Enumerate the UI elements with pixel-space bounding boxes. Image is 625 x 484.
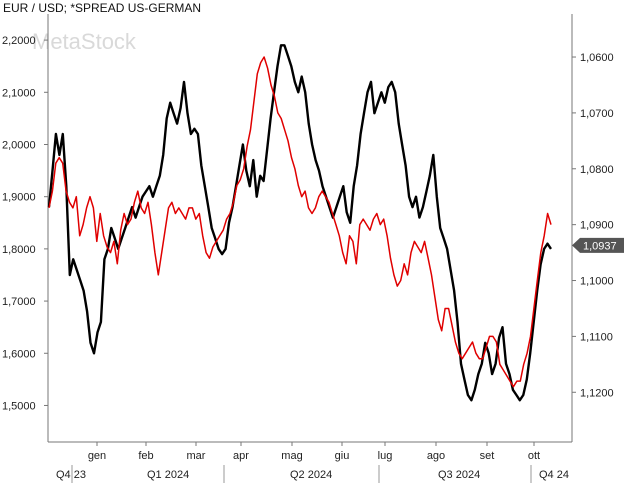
- watermark: MetaStock: [32, 29, 137, 54]
- right-tick-label: 1,0600: [580, 52, 614, 64]
- left-tick-label: 1,9000: [2, 192, 36, 204]
- series-layer: [47, 44, 552, 402]
- left-tick-label: 1,6000: [2, 348, 36, 360]
- month-tick-label: apr: [233, 450, 249, 462]
- left-tick-label: 2,2000: [2, 35, 36, 47]
- chart-title: EUR / USD; *SPREAD US-GERMAN: [3, 1, 201, 15]
- right-tick-label: 1,0800: [580, 164, 614, 176]
- month-tick-label: giu: [335, 450, 350, 462]
- series-line-red: [48, 56, 552, 388]
- month-tick-label: set: [480, 450, 495, 462]
- left-tick-label: 1,5000: [2, 400, 36, 412]
- last-value-label: 1,0937: [583, 240, 617, 252]
- right-tick-label: 1,1200: [580, 387, 614, 399]
- series-line-black: [47, 44, 552, 402]
- right-tick-label: 1,0900: [580, 220, 614, 232]
- month-tick-label: ago: [427, 450, 445, 462]
- left-axis-ticks: 2,2000 2,1000 2,0000 1,9000 1,8000 1,7000 1,60…: [2, 35, 48, 412]
- month-tick-label: mag: [281, 450, 302, 462]
- month-tick-label: mar: [187, 450, 206, 462]
- left-tick-label: 2,1000: [2, 87, 36, 99]
- quarter-label: Q2 2024: [290, 469, 332, 481]
- right-tick-label: 1,1000: [580, 276, 614, 288]
- right-tick-label: 1,0700: [580, 108, 614, 120]
- month-tick-label: ott: [528, 450, 540, 462]
- right-tick-label: 1,1100: [580, 331, 613, 343]
- last-value-badge: 1,0937: [572, 237, 624, 253]
- right-axis-ticks: 1,0600 1,0700 1,0800 1,0900 1,1000 1,1100 1,12…: [572, 52, 614, 399]
- month-tick-label: gen: [88, 450, 106, 462]
- month-tick-label: feb: [138, 450, 153, 462]
- plot-frame: [47, 14, 573, 443]
- left-tick-label: 1,8000: [2, 244, 36, 256]
- left-tick-label: 1,7000: [2, 296, 36, 308]
- quarter-label: Q1 2024: [147, 469, 189, 481]
- last-value-badge-shape: [572, 237, 624, 253]
- quarter-label: Q4 23: [56, 469, 86, 481]
- quarter-label: Q3 2024: [438, 469, 480, 481]
- left-tick-label: 2,0000: [2, 139, 36, 151]
- x-axis-ticks: gen feb mar apr mag giu lug ago set ott Q4 23 Q1 20…: [56, 442, 569, 483]
- month-tick-label: lug: [378, 450, 393, 462]
- quarter-label: Q4 24: [539, 469, 569, 481]
